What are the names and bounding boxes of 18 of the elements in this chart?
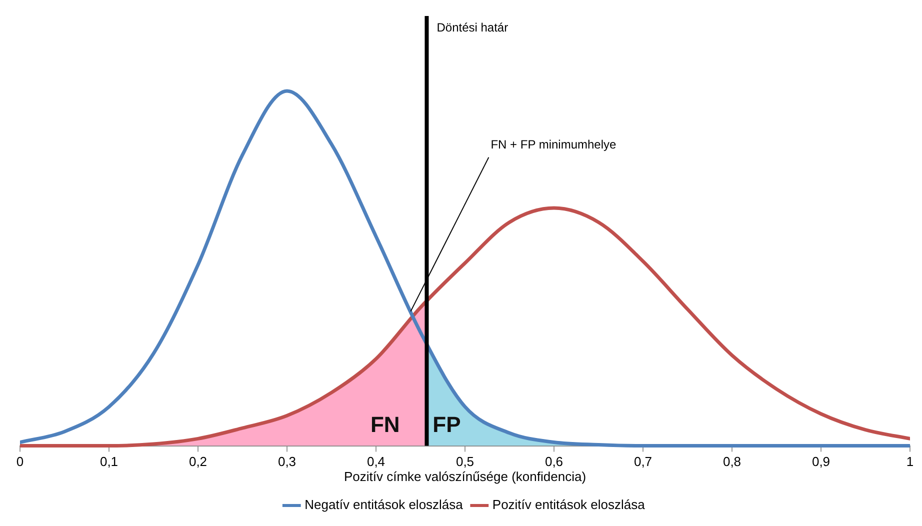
- x-tick-label: 0,1: [100, 454, 118, 470]
- x-tick-label: 0,5: [456, 454, 474, 470]
- legend-label: Pozitív entitások eloszlása: [492, 497, 646, 512]
- x-tick-label: 0,4: [366, 454, 386, 470]
- x-tick-label: 0: [16, 454, 24, 470]
- legend-label: Negatív entitások eloszlása: [304, 497, 464, 512]
- x-axis-title: Pozitív címke valószínűsége (konfidencia): [344, 468, 586, 484]
- x-tick-label: 1: [906, 454, 914, 470]
- ref-line-label: Döntési határ: [436, 20, 508, 34]
- annotation: FN + FP minimumhelye: [490, 138, 617, 152]
- x-tick-label: 0,2: [188, 454, 208, 470]
- x-tick-label: 0,7: [634, 454, 652, 470]
- x-tick-label: 0,8: [722, 454, 742, 470]
- x-tick-label: 0,3: [278, 454, 296, 470]
- series-label: FN: [370, 412, 400, 437]
- x-tick-label: 0,9: [812, 454, 830, 470]
- series-label: FP: [432, 412, 461, 437]
- x-tick-label: 0,6: [544, 454, 564, 470]
